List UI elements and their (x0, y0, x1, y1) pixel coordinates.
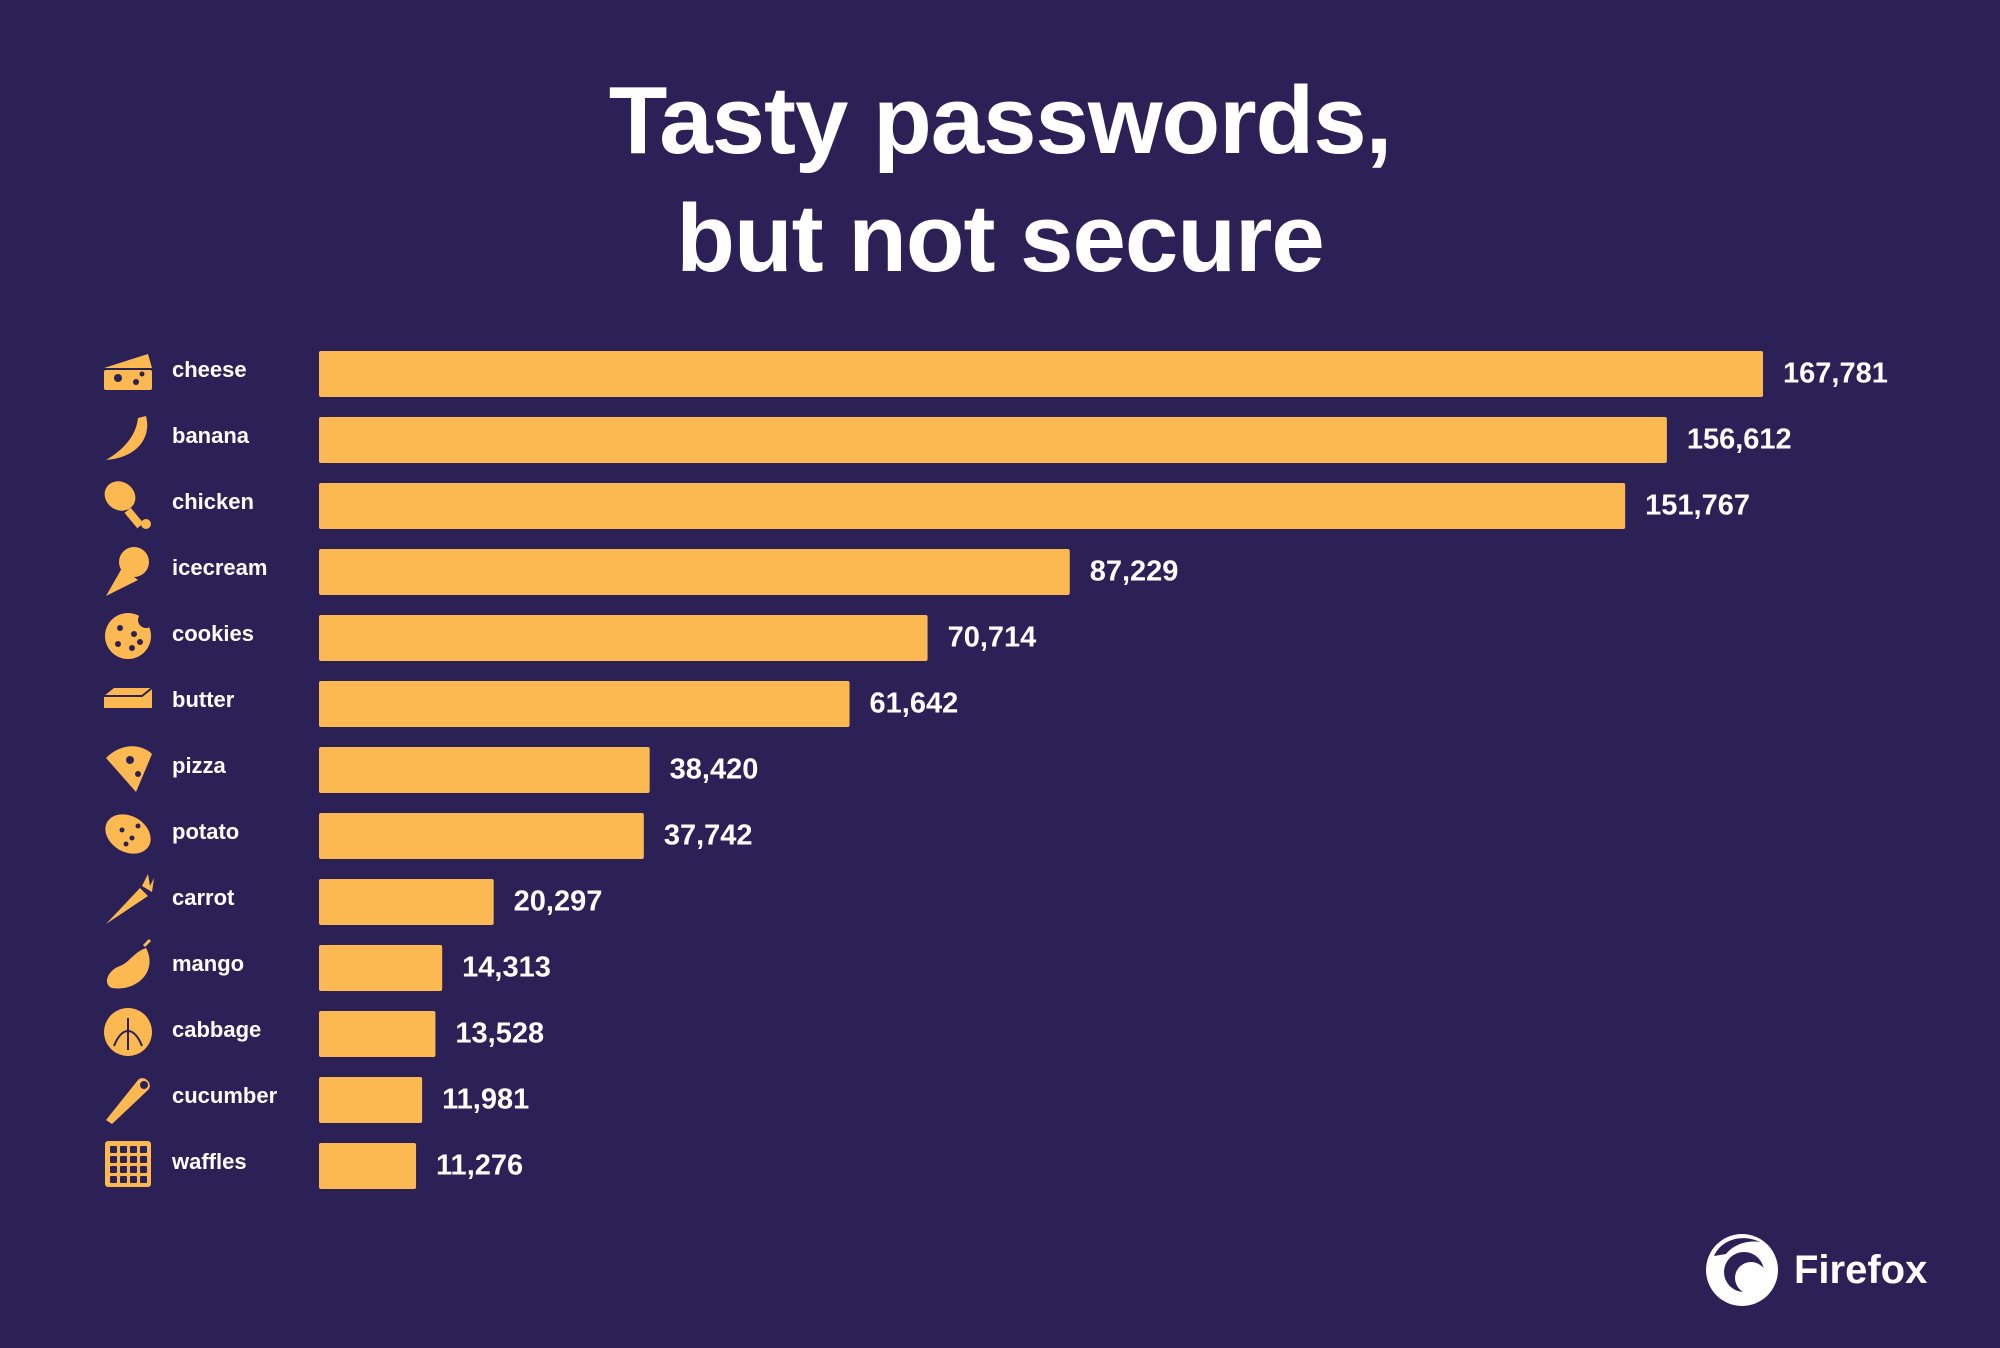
category-label: banana (172, 423, 250, 448)
bar-mango (319, 945, 443, 991)
bar-cucumber (319, 1077, 423, 1123)
pizza-slice-icon (106, 746, 152, 792)
value-label: 167,781 (1783, 358, 1888, 390)
bar-waffles (319, 1143, 417, 1189)
category-label: waffles (171, 1149, 247, 1174)
butter-icon (104, 687, 153, 708)
category-label: chicken (172, 489, 254, 514)
category-label: cabbage (172, 1017, 261, 1042)
waffle-icon (105, 1141, 151, 1187)
category-label: icecream (172, 555, 267, 580)
value-label: 151,767 (1645, 490, 1750, 522)
bar-icecream (319, 549, 1070, 595)
chart-title-line-1: Tasty passwords, (608, 67, 1393, 174)
value-label: 20,297 (514, 886, 603, 918)
value-label: 61,642 (870, 688, 959, 720)
mango-icon (106, 938, 152, 989)
value-label: 37,742 (664, 820, 753, 852)
category-label: mango (172, 951, 244, 976)
cookie-icon (105, 612, 154, 659)
value-label: 70,714 (948, 622, 1037, 654)
value-label: 14,313 (462, 952, 551, 984)
chicken-leg-icon (104, 481, 151, 529)
potato-icon (105, 814, 151, 854)
carrot-icon (106, 874, 154, 924)
category-label: cheese (172, 357, 247, 382)
value-label: 13,528 (455, 1018, 544, 1050)
value-label: 11,981 (442, 1084, 529, 1116)
category-label: cookies (172, 621, 254, 646)
firefox-logo-icon (1706, 1234, 1778, 1306)
bar-cabbage (319, 1011, 436, 1057)
bar-carrot (319, 879, 494, 925)
category-label: cucumber (172, 1083, 278, 1108)
bar-cheese (319, 351, 1763, 397)
category-label: pizza (172, 753, 227, 778)
bar-pizza (319, 747, 650, 793)
chart-title: Tasty passwords, but not secure (0, 62, 2000, 298)
bar-cookies (319, 615, 928, 661)
bar-chicken (319, 483, 1626, 529)
brand-logo: Firefox (1704, 1232, 1927, 1308)
value-label: 87,229 (1090, 556, 1179, 588)
category-label: carrot (172, 885, 235, 910)
bar-butter (319, 681, 850, 727)
icecream-cone-icon (106, 547, 149, 596)
banana-icon (106, 416, 148, 460)
cheese-icon (104, 354, 152, 390)
value-label: 38,420 (670, 754, 759, 786)
chart-title-line-2: but not secure (676, 185, 1324, 292)
bar-banana (319, 417, 1667, 463)
cucumber-icon (106, 1078, 150, 1124)
category-label: potato (172, 819, 239, 844)
value-label: 11,276 (436, 1150, 523, 1182)
category-label: butter (172, 687, 235, 712)
bar-potato (319, 813, 644, 859)
value-label: 156,612 (1687, 424, 1792, 456)
brand-name: Firefox (1794, 1247, 1928, 1292)
cabbage-icon (104, 1008, 152, 1056)
